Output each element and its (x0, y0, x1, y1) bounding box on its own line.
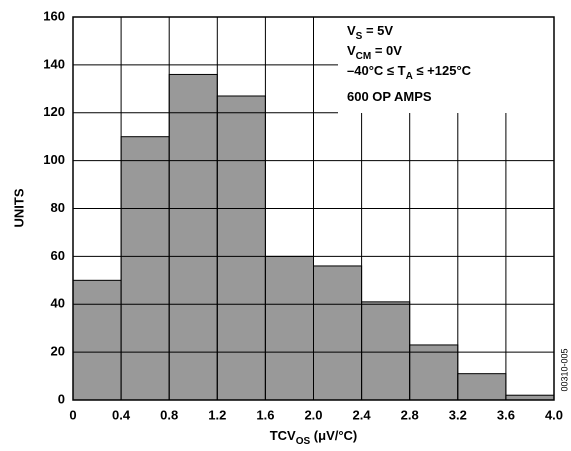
y-tick-label: 120 (43, 104, 65, 119)
figure-code: 00310-005 (559, 348, 569, 391)
annotation-part: = 5V (362, 23, 393, 38)
x-tick-label: 0.4 (112, 407, 131, 422)
annotation-part: V (347, 23, 356, 38)
x-tick-label: 0.8 (160, 407, 178, 422)
plot-frame (72, 16, 555, 401)
x-tick-label: 3.6 (497, 407, 515, 422)
x-axis-label-part: (μV/°C) (310, 428, 357, 443)
annotation-part: = 0V (371, 43, 402, 58)
bar (216, 95, 266, 401)
bar (313, 265, 363, 401)
x-tick-label: 4.0 (545, 407, 563, 422)
bar (120, 136, 170, 401)
bar (264, 255, 314, 401)
annotation-part: V (347, 43, 356, 58)
y-axis-label: UNITS (11, 188, 26, 227)
y-tick-label: 160 (43, 8, 65, 23)
x-tick-label: 1.6 (256, 407, 274, 422)
y-tick-label: 60 (51, 248, 65, 263)
y-tick-label: 140 (43, 56, 65, 71)
y-tick-label: 100 (43, 152, 65, 167)
x-tick-label: 1.2 (208, 407, 226, 422)
annotation: –40°C ≤ TA ≤ +125°C (347, 63, 472, 81)
x-tick-label: 2.8 (401, 407, 419, 422)
annotation-part: S (356, 31, 363, 42)
bar (72, 279, 122, 401)
bar (457, 373, 507, 401)
x-tick-label: 0 (69, 407, 76, 422)
x-tick-label: 2.0 (304, 407, 322, 422)
annotation-part: ≤ +125°C (413, 63, 472, 78)
annotation: VCM = 0V (347, 43, 402, 61)
bar (361, 301, 411, 401)
bar (168, 73, 218, 401)
annotation-box (338, 18, 553, 113)
y-tick-label: 40 (51, 296, 65, 311)
annotation: VS = 5V (347, 23, 393, 41)
x-tick-label: 3.2 (449, 407, 467, 422)
annotation-part: 600 OP AMPS (347, 89, 432, 104)
y-tick-label: 20 (51, 344, 65, 359)
x-axis-label-part: TCV (270, 428, 296, 443)
x-axis-label-part: OS (296, 436, 311, 447)
annotation-part: –40°C ≤ T (347, 63, 406, 78)
x-tick-label: 2.4 (353, 407, 372, 422)
annotation-part: CM (356, 51, 372, 62)
annotation-part: A (406, 71, 413, 82)
y-tick-label: 80 (51, 200, 65, 215)
x-axis-label: TCVOS (μV/°C) (270, 428, 358, 446)
y-tick-label: 0 (58, 391, 65, 406)
bar (409, 344, 459, 401)
annotation: 600 OP AMPS (347, 89, 432, 104)
